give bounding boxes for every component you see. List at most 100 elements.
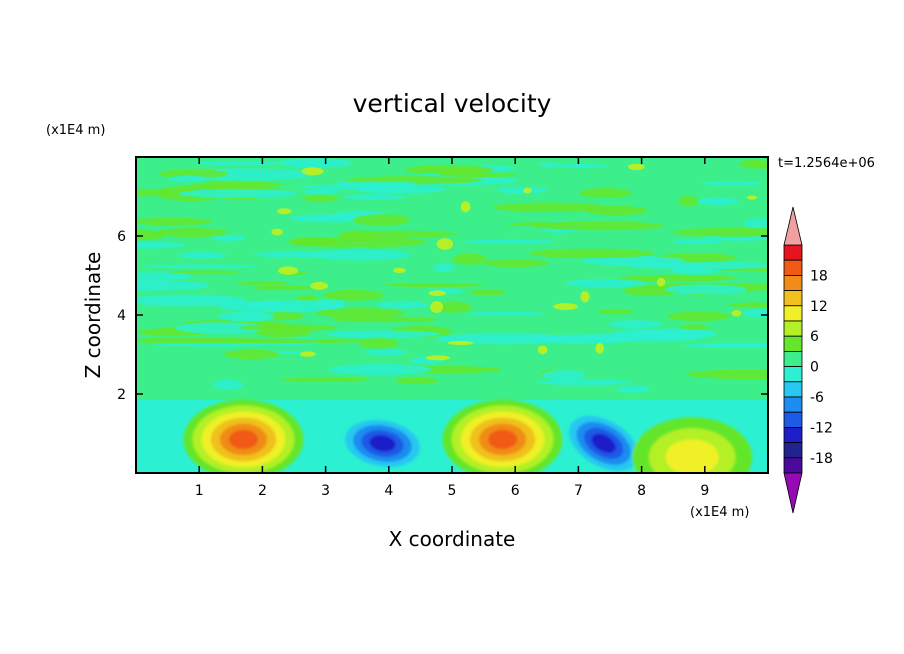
texture-patch: [278, 158, 353, 168]
texture-patch: [276, 208, 292, 215]
texture-patch: [523, 187, 532, 194]
texture-patch: [742, 308, 768, 318]
texture-patch: [656, 277, 666, 287]
x-tick-label: 8: [637, 483, 646, 499]
texture-patch: [167, 175, 210, 182]
x-tick-label: 9: [700, 483, 709, 499]
colorbar-box: [783, 350, 803, 367]
texture-patch: [664, 284, 747, 295]
colorbar-tick-label: -12: [810, 420, 833, 436]
colorbar-under-arrow: [783, 472, 803, 514]
updraft-contour: [228, 429, 258, 450]
texture-patch: [352, 214, 410, 226]
texture-patch: [310, 281, 329, 290]
texture-patch: [482, 259, 549, 268]
texture-patch: [461, 239, 557, 244]
texture-patch: [425, 355, 451, 361]
texture-patch: [404, 165, 493, 175]
colorbar-box: [783, 244, 803, 261]
texture-patch: [136, 337, 265, 344]
texture-patch: [178, 252, 226, 259]
texture-patch: [700, 181, 764, 186]
texture-patch: [447, 340, 474, 345]
texture-patch: [658, 262, 768, 270]
texture-layer: [136, 158, 768, 393]
texture-patch: [315, 308, 405, 318]
texture-patch: [496, 186, 548, 194]
texture-patch: [393, 267, 406, 273]
texture-patch: [271, 228, 283, 236]
colorbar-box: [783, 411, 803, 428]
texture-patch: [289, 214, 373, 223]
texture-patch: [311, 249, 411, 261]
feature-layer: [183, 399, 753, 473]
texture-patch: [136, 229, 167, 241]
texture-patch: [529, 248, 655, 259]
texture-patch: [616, 385, 651, 393]
texture-patch: [619, 274, 736, 282]
texture-patch: [224, 349, 280, 360]
texture-patch: [729, 302, 768, 308]
texture-patch: [383, 283, 485, 288]
texture-patch: [678, 195, 699, 207]
texture-patch: [212, 235, 246, 242]
colorbar-box: [783, 305, 803, 322]
texture-patch: [136, 217, 212, 226]
texture-patch: [330, 316, 439, 323]
texture-patch: [301, 167, 324, 176]
texture-patch: [433, 263, 455, 272]
texture-patch: [175, 322, 266, 334]
texture-patch: [595, 343, 605, 354]
texture-patch: [434, 301, 472, 313]
texture-patch: [302, 195, 339, 202]
colorbar-box: [783, 366, 803, 383]
y-tick-label: 6: [117, 229, 126, 245]
texture-patch: [377, 301, 429, 309]
texture-patch: [278, 266, 299, 275]
colorbar-tick-label: 0: [810, 360, 819, 376]
texture-patch: [628, 163, 645, 171]
texture-patch: [136, 272, 191, 281]
x-units-label: (x1E4 m): [690, 505, 749, 520]
colorbar-tick-label: 6: [810, 329, 819, 345]
texture-patch: [296, 295, 318, 301]
texture-patch: [299, 351, 316, 357]
texture-patch: [731, 309, 742, 317]
colorbar-box: [783, 290, 803, 307]
colorbar-box: [783, 259, 803, 276]
x-axis-ticks: 1 2 3 4 5 6 7 8 9: [195, 157, 709, 499]
texture-patch: [365, 349, 407, 356]
texture-patch: [253, 285, 313, 290]
colorbar-box: [783, 442, 803, 459]
texture-patch: [337, 230, 456, 238]
texture-patch: [738, 159, 768, 169]
chart-title: vertical velocity: [353, 89, 552, 118]
texture-patch: [529, 334, 639, 344]
texture-patch: [158, 169, 228, 179]
texture-patch: [326, 330, 441, 338]
texture-patch: [356, 184, 446, 194]
x-tick-label: 7: [574, 483, 583, 499]
x-axis-label: X coordinate: [389, 527, 516, 551]
texture-patch: [279, 377, 371, 382]
texture-patch: [145, 264, 257, 269]
x-tick-label: 2: [258, 483, 267, 499]
updraft-contour: [665, 439, 719, 473]
texture-patch: [686, 369, 768, 380]
x-tick-label: 6: [511, 483, 520, 499]
x-tick-label: 5: [448, 483, 457, 499]
texture-patch: [219, 311, 275, 322]
colorbar-box: [783, 457, 803, 474]
texture-patch: [304, 188, 339, 194]
texture-patch: [492, 202, 608, 212]
texture-patch: [538, 162, 561, 168]
texture-patch: [537, 379, 631, 386]
texture-patch: [680, 342, 768, 348]
downdraft-contour: [591, 433, 616, 453]
texture-patch: [192, 161, 288, 166]
colorbar-box: [783, 335, 803, 352]
x-tick-label: 4: [384, 483, 393, 499]
texture-patch: [170, 270, 240, 274]
colorbar: 18 12 6 0 -6 -12 -18: [783, 206, 833, 514]
